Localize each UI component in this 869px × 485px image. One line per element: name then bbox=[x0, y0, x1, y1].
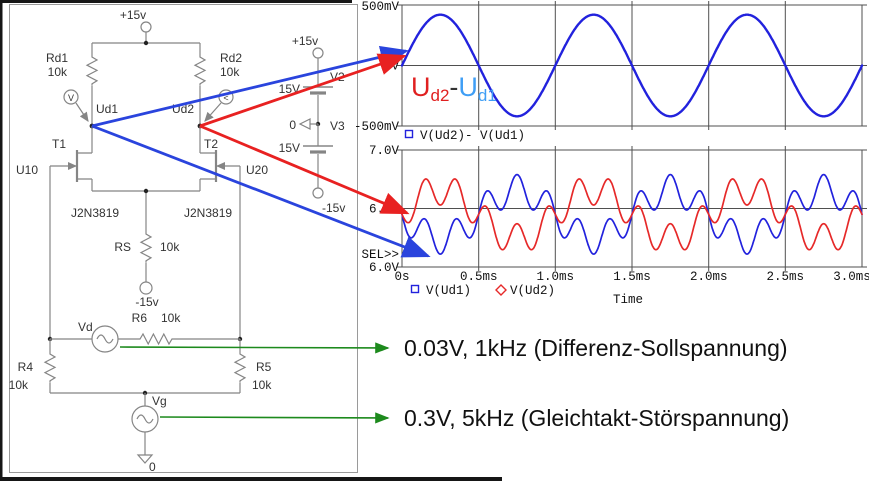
resistor-rs bbox=[139, 232, 153, 282]
label-net0: 0 bbox=[289, 118, 296, 132]
window-edge-bottom bbox=[0, 477, 502, 481]
label-rs: RS bbox=[114, 240, 131, 254]
v2-plus-terminal bbox=[312, 47, 324, 59]
legend-vud1: V(Ud1) bbox=[426, 284, 471, 298]
plot-output-voltages: 7.0V 6.5V SEL>> 6.0V 0s 0.5ms 1.0ms 1.5m… bbox=[361, 144, 869, 307]
label-vee-mid: -15v bbox=[135, 295, 158, 309]
probe-letter: V bbox=[68, 93, 74, 103]
xtick-2-5ms: 2.5ms bbox=[767, 270, 805, 284]
jfet-t1 bbox=[50, 126, 93, 191]
label-v3-value: 15V bbox=[279, 141, 300, 155]
xtick-0s: 0s bbox=[394, 270, 409, 284]
callout-arrows bbox=[91, 45, 431, 424]
resistor-r6 bbox=[138, 332, 240, 346]
arrow-ud2-to-bottom-plot bbox=[199, 124, 410, 215]
label-rd2: Rd2 bbox=[220, 51, 242, 65]
label-t2: T2 bbox=[204, 137, 218, 151]
ytick-7v: 7.0V bbox=[369, 144, 400, 158]
arrow-vg-to-annotation bbox=[159, 412, 390, 424]
arrow-vd-to-annotation bbox=[119, 342, 390, 354]
differential-amplifier-schematic: V < bbox=[9, 8, 346, 474]
window-edge-left bbox=[0, 0, 3, 481]
label-r4: R4 bbox=[18, 360, 34, 374]
label-vcc: +15v bbox=[120, 8, 146, 22]
net0-symbol bbox=[298, 118, 311, 130]
label-r5: R5 bbox=[256, 360, 272, 374]
vcc-terminal bbox=[140, 21, 152, 33]
arrow-ud2-to-top-plot bbox=[199, 53, 407, 128]
xtick-3-0ms: 3.0ms bbox=[833, 270, 869, 284]
ytick-500mv: 500mV bbox=[361, 0, 399, 14]
ytick-6v: 6.0V bbox=[369, 261, 400, 275]
xtick-0-5ms: 0.5ms bbox=[460, 270, 498, 284]
xtick-1-5ms: 1.5ms bbox=[613, 270, 651, 284]
label-r5-value: 10k bbox=[252, 378, 272, 392]
label-vd: Vd bbox=[78, 320, 93, 334]
resistor-r5 bbox=[233, 339, 247, 393]
arrow-ud1-to-bottom-plot bbox=[91, 124, 431, 258]
legend-marker-square bbox=[410, 284, 420, 294]
vee-terminal-mid bbox=[139, 281, 153, 295]
label-vg: Vg bbox=[152, 394, 167, 408]
label-u10: U10 bbox=[16, 163, 38, 177]
legend-marker-square bbox=[404, 129, 414, 139]
label-v2-plus: +15v bbox=[292, 34, 318, 48]
window-edge-top bbox=[0, 0, 352, 3]
label-r6: R6 bbox=[132, 311, 148, 325]
resistor-r4 bbox=[43, 339, 57, 393]
label-r6-value: 10k bbox=[161, 311, 181, 325]
label-r4-value: 10k bbox=[9, 378, 29, 392]
trace-vud2-minus-vud1 bbox=[400, 13, 864, 118]
label-v3: V3 bbox=[330, 119, 345, 133]
trace-vud2 bbox=[401, 178, 863, 251]
overlay-label-ud2-minus-ud1: Ud2-Ud1 bbox=[411, 72, 497, 105]
schematic-border bbox=[9, 4, 358, 473]
legend-vud2-minus-vud1: V(Ud2)- V(Ud1) bbox=[420, 129, 525, 143]
label-t1: T1 bbox=[52, 137, 66, 151]
label-ud1: Ud1 bbox=[96, 102, 118, 116]
label-rd1-value: 10k bbox=[48, 65, 68, 79]
probe-letter: < bbox=[223, 93, 228, 103]
label-rs-value: 10k bbox=[160, 240, 180, 254]
legend-marker-diamond bbox=[495, 284, 507, 296]
label-u20: U20 bbox=[246, 163, 268, 177]
plot-differential-output: 500mV 0V -500mV Ud2-Ud1 V(Ud2)- V(Ud1) bbox=[354, 0, 867, 143]
label-rd2-value: 10k bbox=[220, 65, 240, 79]
annotation-differential-source: 0.03V, 1kHz (Differenz-Sollspannung) bbox=[404, 335, 788, 361]
sel-indicator: SEL>> bbox=[361, 248, 399, 262]
label-jfet1: J2N3819 bbox=[71, 206, 119, 220]
supply-batteries bbox=[298, 47, 333, 199]
annotation-commonmode-source: 0.3V, 5kHz (Gleichtakt-Störspannung) bbox=[404, 405, 789, 431]
ground-symbol bbox=[136, 454, 154, 464]
jfet-t2 bbox=[199, 126, 240, 191]
legend-vud2: V(Ud2) bbox=[510, 284, 555, 298]
resistor-rd2 bbox=[193, 55, 207, 126]
vee-terminal-bot bbox=[312, 187, 324, 199]
xtick-1-0ms: 1.0ms bbox=[537, 270, 575, 284]
label-rd1: Rd1 bbox=[46, 51, 68, 65]
label-vee-bot: -15v bbox=[322, 201, 345, 215]
arrow-ud1-to-top-plot bbox=[91, 45, 409, 128]
label-jfet2: J2N3819 bbox=[184, 206, 232, 220]
label-ground0: 0 bbox=[149, 460, 156, 474]
voltage-probe-icon-ud1: V bbox=[63, 89, 89, 122]
resistor-rd1 bbox=[85, 55, 99, 126]
xaxis-title: Time bbox=[613, 293, 643, 307]
ytick-m500mv: -500mV bbox=[354, 120, 400, 134]
xtick-2-0ms: 2.0ms bbox=[690, 270, 728, 284]
